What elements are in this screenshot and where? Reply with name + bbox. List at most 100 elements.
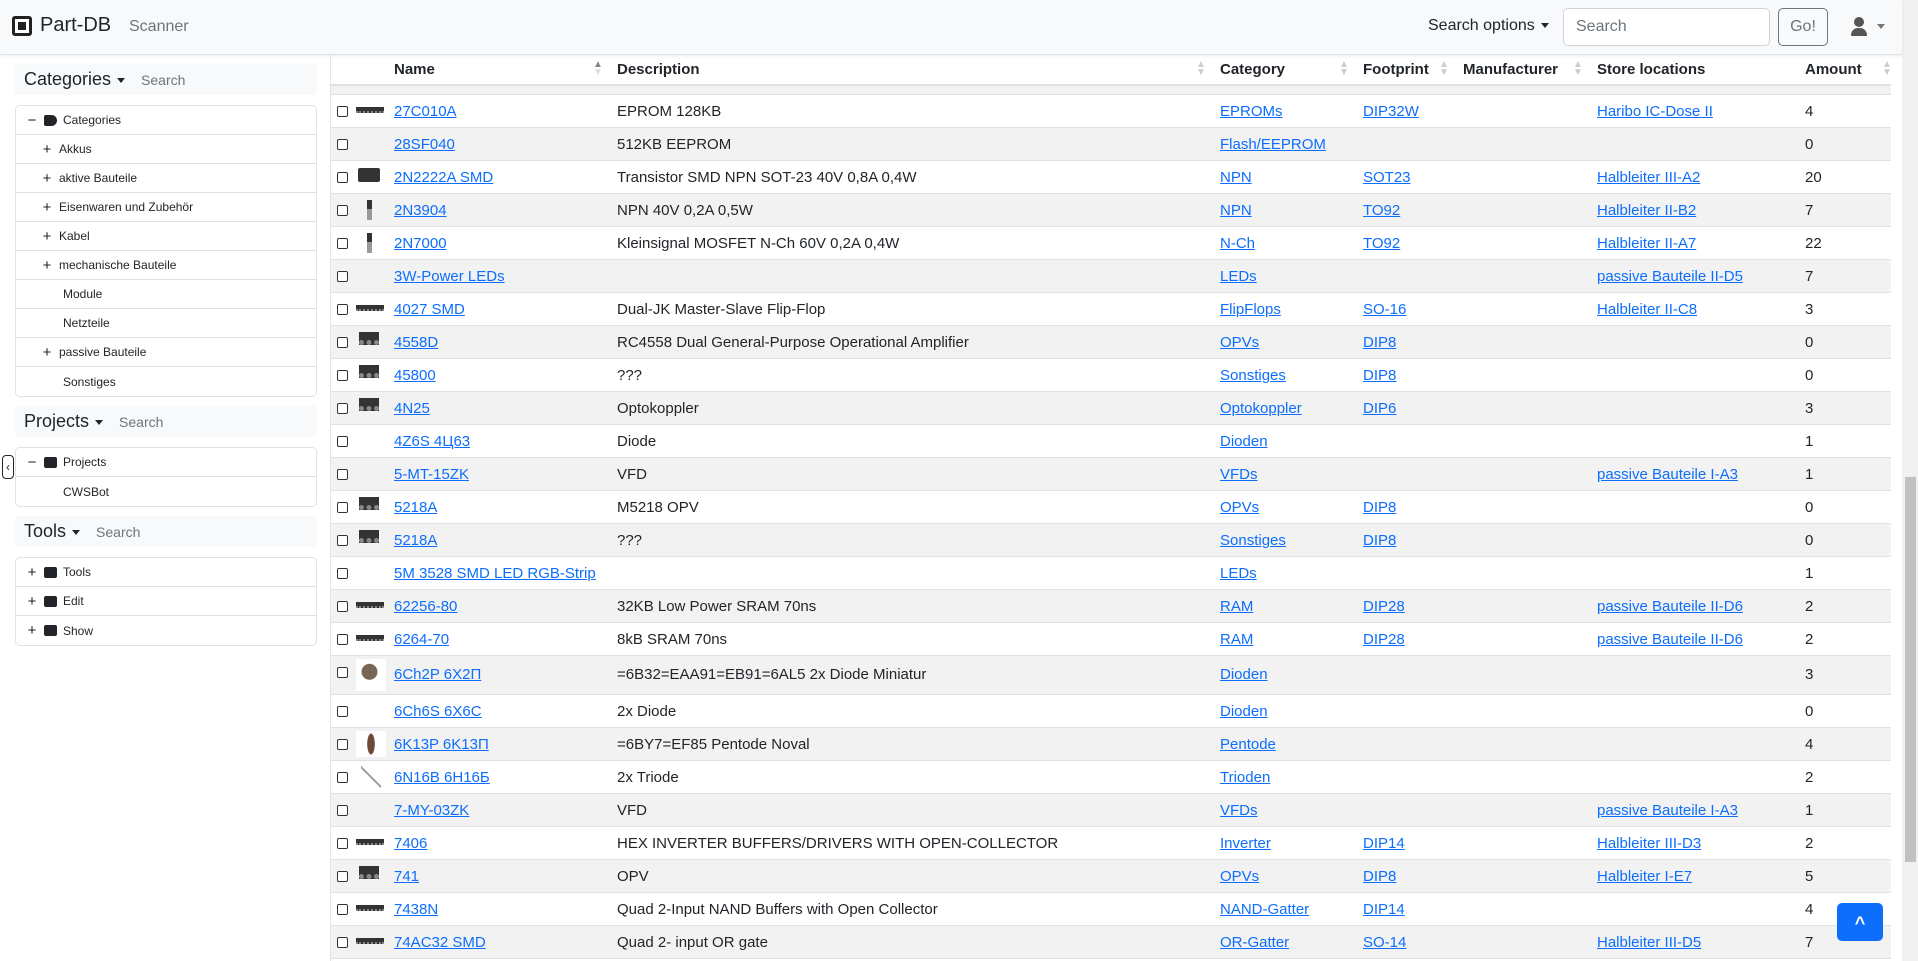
part-thumbnail[interactable] <box>359 497 379 510</box>
expand-icon[interactable]: + <box>27 563 37 581</box>
link-name[interactable]: 28SF040 <box>394 136 455 153</box>
row-checkbox[interactable] <box>337 370 348 381</box>
row-checkbox[interactable] <box>337 403 348 414</box>
row-checkbox[interactable] <box>337 568 348 579</box>
brand-link[interactable]: Part-DB <box>12 14 111 37</box>
projects-dropdown[interactable]: Projects <box>24 411 104 432</box>
part-thumbnail[interactable] <box>356 107 384 113</box>
link-category[interactable]: OPVs <box>1220 868 1260 885</box>
link-name[interactable]: 62256-80 <box>394 598 458 615</box>
link-name[interactable]: 45800 <box>394 367 436 384</box>
tree-item-cwsbot[interactable]: CWSBot <box>63 484 110 499</box>
link-category[interactable]: N-Ch <box>1220 235 1256 252</box>
link-name[interactable]: 6Ch2P 6X2П <box>394 666 482 683</box>
link-name[interactable]: 4558D <box>394 334 439 351</box>
tree-item[interactable]: + aktive Bauteile <box>16 164 316 193</box>
link-category[interactable]: Sonstiges <box>1220 367 1286 384</box>
link-category[interactable]: VFDs <box>1220 802 1258 819</box>
link-location[interactable]: Halbleiter III-D5 <box>1597 934 1702 951</box>
scanner-link[interactable]: Scanner <box>129 18 189 35</box>
link-location[interactable]: Halbleiter II-A7 <box>1597 235 1697 252</box>
link-name[interactable]: 5M 3528 SMD LED RGB-Strip <box>394 565 596 582</box>
part-thumbnail[interactable] <box>356 659 386 691</box>
expand-icon[interactable]: + <box>27 622 37 639</box>
link-name[interactable]: 74AC32 SMD <box>394 934 486 951</box>
link-name[interactable]: 7438N <box>394 901 439 918</box>
tree-item[interactable]: Sonstiges <box>16 367 316 396</box>
part-thumbnail[interactable] <box>359 365 379 378</box>
link-name[interactable]: 6N16B 6H16Б <box>394 769 490 786</box>
collapse-icon[interactable]: − <box>27 111 37 129</box>
tree-item[interactable]: + Edit <box>16 587 316 616</box>
row-checkbox[interactable] <box>337 139 348 150</box>
go-button[interactable]: Go! <box>1778 8 1828 46</box>
link-footprint[interactable]: DIP8 <box>1363 532 1397 549</box>
expand-icon[interactable]: + <box>42 227 52 245</box>
tree-item[interactable]: Netzteile <box>16 309 316 338</box>
part-thumbnail[interactable] <box>356 905 384 911</box>
row-checkbox[interactable] <box>337 937 348 948</box>
column-header-footprint[interactable]: Footprint <box>1363 61 1429 78</box>
link-category[interactable]: OPVs <box>1220 499 1260 516</box>
part-thumbnail[interactable] <box>359 332 379 345</box>
link-category[interactable]: Optokoppler <box>1220 400 1302 417</box>
link-footprint[interactable]: SOT23 <box>1363 169 1411 186</box>
part-thumbnail[interactable] <box>356 635 384 641</box>
link-category[interactable]: Sonstiges <box>1220 532 1286 549</box>
projects-search[interactable]: Search <box>119 413 164 430</box>
link-name[interactable]: 6K13P 6K13П <box>394 736 489 753</box>
expand-icon[interactable]: + <box>27 592 37 610</box>
link-footprint[interactable]: TO92 <box>1363 235 1401 252</box>
link-name[interactable]: 4N25 <box>394 400 430 417</box>
link-name[interactable]: 2N2222A SMD <box>394 169 494 186</box>
link-footprint[interactable]: DIP8 <box>1363 868 1397 885</box>
link-footprint[interactable]: DIP32W <box>1363 103 1419 120</box>
part-thumbnail[interactable] <box>367 233 372 253</box>
link-footprint[interactable]: DIP28 <box>1363 631 1405 648</box>
column-header-name[interactable]: Name <box>394 61 435 78</box>
link-location[interactable]: Halbleiter I-E7 <box>1597 868 1693 885</box>
link-category[interactable]: Flash/EEPROM <box>1220 136 1326 153</box>
link-category[interactable]: Inverter <box>1220 835 1271 852</box>
link-category[interactable]: LEDs <box>1220 565 1257 582</box>
link-name[interactable]: 741 <box>394 868 420 885</box>
row-checkbox[interactable] <box>337 304 348 315</box>
column-header-amount[interactable]: Amount <box>1805 61 1862 78</box>
link-name[interactable]: 5218A <box>394 532 438 549</box>
link-name[interactable]: 4027 SMD <box>394 301 465 318</box>
row-checkbox[interactable] <box>337 436 348 447</box>
link-name[interactable]: 2N3904 <box>394 202 447 219</box>
expand-icon[interactable]: + <box>42 256 52 274</box>
row-checkbox[interactable] <box>337 106 348 117</box>
part-thumbnail[interactable] <box>356 731 386 757</box>
link-name[interactable]: 27C010A <box>394 103 457 120</box>
expand-icon[interactable]: + <box>42 169 52 187</box>
link-name[interactable]: 5218A <box>394 499 438 516</box>
link-footprint[interactable]: DIP8 <box>1363 334 1397 351</box>
row-checkbox[interactable] <box>337 337 348 348</box>
link-footprint[interactable]: DIP8 <box>1363 499 1397 516</box>
part-thumbnail[interactable] <box>359 866 379 879</box>
link-name[interactable]: 6264-70 <box>394 631 450 648</box>
link-category[interactable]: LEDs <box>1220 268 1257 285</box>
link-category[interactable]: Pentode <box>1220 736 1276 753</box>
row-checkbox[interactable] <box>337 601 348 612</box>
link-name[interactable]: 7-MY-03ZK <box>394 802 470 819</box>
sort-asc-icon[interactable]: ▲ ▼ <box>593 59 603 78</box>
column-header-description[interactable]: Description <box>617 61 700 78</box>
row-checkbox[interactable] <box>337 238 348 249</box>
row-checkbox[interactable] <box>337 205 348 216</box>
link-location[interactable]: passive Bauteile II-D6 <box>1597 631 1743 648</box>
link-footprint[interactable]: SO-14 <box>1363 934 1407 951</box>
tree-item[interactable]: + Akkus <box>16 135 316 164</box>
link-category[interactable]: NPN <box>1220 169 1252 186</box>
column-header-store-locations[interactable]: Store locations <box>1597 61 1706 78</box>
link-location[interactable]: Haribo IC-Dose II <box>1597 103 1713 120</box>
row-checkbox[interactable] <box>337 871 348 882</box>
row-checkbox[interactable] <box>337 535 348 546</box>
link-footprint[interactable]: DIP6 <box>1363 400 1397 417</box>
categories-dropdown[interactable]: Categories <box>24 69 126 90</box>
sort-icon[interactable]: ▲ ▼ <box>1439 59 1449 78</box>
row-checkbox[interactable] <box>337 502 348 513</box>
part-thumbnail[interactable] <box>359 530 379 543</box>
